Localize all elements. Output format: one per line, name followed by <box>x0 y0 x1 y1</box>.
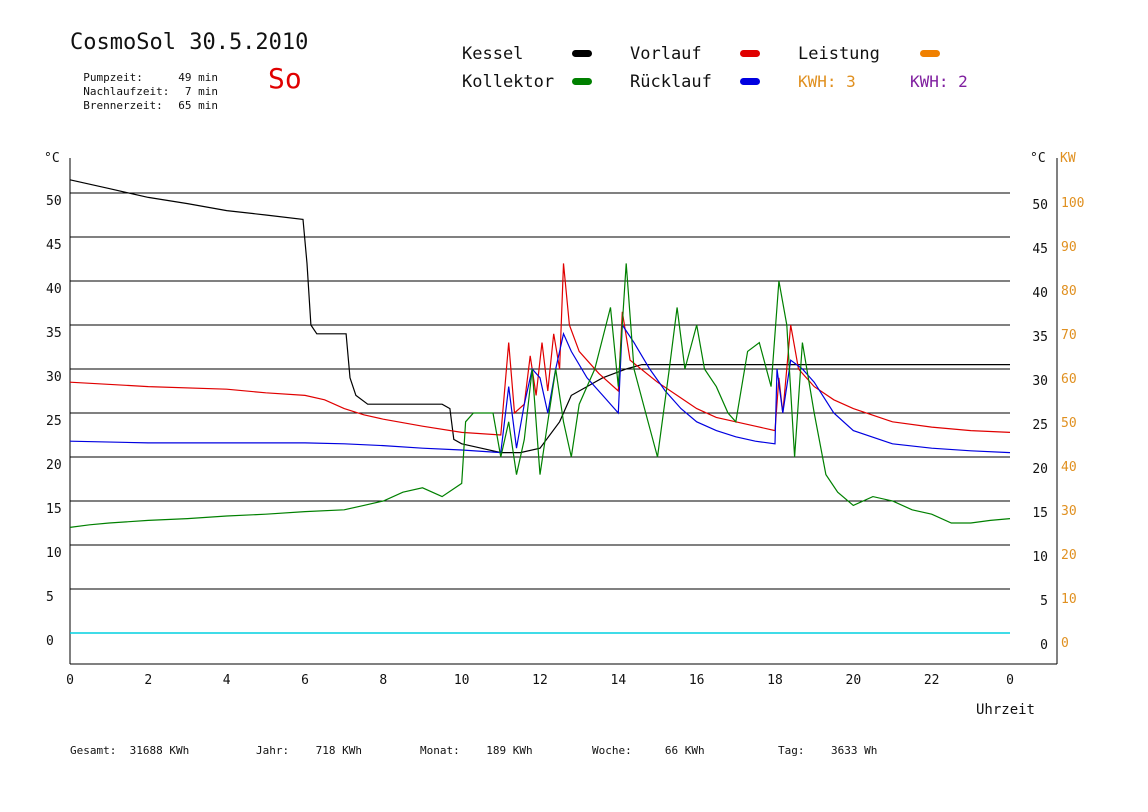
y-tick-label-left: 25 <box>46 414 62 429</box>
kw-tick-label: 70 <box>1061 328 1077 343</box>
y-tick-label-left: 15 <box>46 502 62 517</box>
legend-label-ruecklauf: Rücklauf <box>630 72 712 92</box>
footer-value: 718 KWh <box>315 744 362 757</box>
x-tick-label: 0 <box>1006 673 1014 688</box>
x-axis-label: Uhrzeit <box>976 702 1035 718</box>
kw-tick-label: 60 <box>1061 372 1077 387</box>
day-name: So <box>268 62 302 95</box>
kwh-label-1: KWH: 3 <box>798 72 856 91</box>
x-tick-label: 22 <box>924 673 940 688</box>
legend-label-vorlauf: Vorlauf <box>630 44 702 64</box>
y-tick-label-right: 45 <box>1032 242 1048 257</box>
y-tick-label-right: 10 <box>1032 550 1048 565</box>
x-tick-label: 14 <box>611 673 627 688</box>
x-tick-label: 4 <box>223 673 231 688</box>
legend-swatch-kessel <box>572 50 592 57</box>
footer-label: Jahr: <box>256 744 290 757</box>
y-tick-label-left: 20 <box>46 458 62 473</box>
x-tick-label: 6 <box>301 673 309 688</box>
y-tick-label-right: 35 <box>1032 330 1048 345</box>
y-tick-label-right: 5 <box>1040 594 1048 609</box>
footer-label: Gesamt: <box>70 744 117 757</box>
footer-gesamt: Gesamt: 31688 KWh <box>70 744 189 757</box>
footer-label: Monat: <box>420 744 460 757</box>
series-line-kessel <box>69 179 1010 454</box>
y-tick-label-left: 5 <box>46 590 54 605</box>
x-tick-label: 18 <box>767 673 783 688</box>
footer-monat: Monat: 189 KWh <box>420 744 533 757</box>
legend-label-kollektor: Kollektor <box>462 72 555 92</box>
y-tick-label-right: 15 <box>1032 506 1048 521</box>
stat-label: Pumpzeit: <box>83 71 143 84</box>
y-tick-label-right: 40 <box>1032 286 1048 301</box>
legend-label-leistung: Leistung <box>798 44 880 64</box>
kw-unit: KW <box>1060 151 1076 166</box>
footer-value: 3633 Wh <box>831 744 878 757</box>
kw-tick-label: 100 <box>1061 196 1084 211</box>
series-line-vorlauf <box>69 263 1011 436</box>
stat-label: Nachlaufzeit: <box>83 85 170 98</box>
y-tick-label-left: 10 <box>46 546 62 561</box>
x-tick-label: 20 <box>846 673 862 688</box>
legend-swatch-ruecklauf <box>740 78 760 85</box>
y-tick-label-left: 0 <box>46 634 54 649</box>
y-unit-left: °C <box>44 151 60 166</box>
x-tick-label: 12 <box>532 673 548 688</box>
kw-tick-label: 80 <box>1061 284 1077 299</box>
y-tick-label-right: 30 <box>1032 374 1048 389</box>
stat-label: Brennerzeit: <box>83 99 163 112</box>
kw-tick-label: 90 <box>1061 240 1077 255</box>
chart-title: CosmoSol 30.5.2010 <box>70 30 309 55</box>
stat-nachlaufzeit: Nachlaufzeit: 7 min <box>70 72 218 98</box>
y-tick-label-left: 35 <box>46 326 62 341</box>
footer-value: 31688 KWh <box>129 744 190 757</box>
y-tick-label-left: 30 <box>46 370 62 385</box>
y-tick-label-right: 0 <box>1040 638 1048 653</box>
kw-tick-label: 10 <box>1061 592 1077 607</box>
legend-swatch-kollektor <box>572 78 592 85</box>
stat-value: 7 min <box>184 85 218 98</box>
legend-swatch-leistung <box>920 50 940 57</box>
footer-label: Woche: <box>592 744 632 757</box>
y-tick-label-right: 25 <box>1032 418 1048 433</box>
kw-tick-label: 50 <box>1061 416 1077 431</box>
footer-value: 66 KWh <box>664 744 705 757</box>
x-tick-label: 10 <box>454 673 470 688</box>
y-tick-label-left: 45 <box>46 238 62 253</box>
x-tick-label: 2 <box>144 673 152 688</box>
series-line-rücklauf <box>69 323 1011 454</box>
y-unit-right: °C <box>1030 151 1046 166</box>
kw-tick-label: 0 <box>1061 636 1069 651</box>
footer-value: 189 KWh <box>486 744 533 757</box>
stat-pumpzeit: Pumpzeit: 49 min <box>70 58 218 84</box>
y-tick-label-left: 50 <box>46 194 62 209</box>
legend-swatch-vorlauf <box>740 50 760 57</box>
kwh-label-2: KWH: 2 <box>910 72 968 91</box>
y-tick-label-left: 40 <box>46 282 62 297</box>
kw-tick-label: 30 <box>1061 504 1077 519</box>
kw-tick-label: 40 <box>1061 460 1077 475</box>
kw-tick-label: 20 <box>1061 548 1077 563</box>
series-line-kollektor <box>69 263 1011 528</box>
y-tick-label-right: 50 <box>1032 198 1048 213</box>
y-tick-label-right: 20 <box>1032 462 1048 477</box>
stat-value: 49 min <box>178 71 218 84</box>
stat-value: 65 min <box>178 99 218 112</box>
x-tick-label: 8 <box>379 673 387 688</box>
x-tick-label: 0 <box>66 673 74 688</box>
footer-woche: Woche: 66 KWh <box>592 744 705 757</box>
legend-label-kessel: Kessel <box>462 44 524 64</box>
footer-tag: Tag: 3633 Wh <box>778 744 877 757</box>
footer-jahr: Jahr: 718 KWh <box>256 744 362 757</box>
stat-brennerzeit: Brennerzeit: 65 min <box>70 86 218 112</box>
footer-label: Tag: <box>778 744 805 757</box>
x-tick-label: 16 <box>689 673 705 688</box>
